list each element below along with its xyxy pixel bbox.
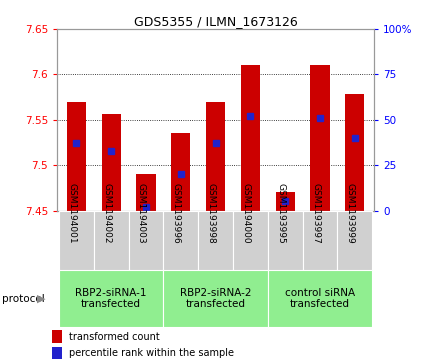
Text: GSM1193999: GSM1193999	[346, 183, 355, 244]
Bar	[67, 102, 86, 211]
Bar	[171, 133, 191, 211]
Text: ▶: ▶	[37, 294, 46, 303]
Bar	[345, 94, 364, 211]
Text: RBP2-siRNA-1
transfected: RBP2-siRNA-1 transfected	[75, 288, 147, 309]
Bar	[275, 192, 295, 211]
Bar	[136, 174, 156, 211]
Text: RBP2-siRNA-2
transfected: RBP2-siRNA-2 transfected	[180, 288, 251, 309]
Text: control siRNA
transfected: control siRNA transfected	[285, 288, 355, 309]
Bar	[268, 270, 372, 327]
Bar	[337, 211, 372, 270]
Text: GSM1193998: GSM1193998	[207, 183, 216, 244]
Text: GSM1193995: GSM1193995	[276, 183, 285, 244]
Bar	[241, 65, 260, 211]
Text: GSM1194000: GSM1194000	[242, 183, 250, 244]
Text: protocol: protocol	[2, 294, 45, 303]
Text: percentile rank within the sample: percentile rank within the sample	[69, 348, 234, 358]
Text: GSM1194002: GSM1194002	[102, 183, 111, 244]
Bar	[303, 211, 337, 270]
Bar	[268, 211, 303, 270]
Text: GSM1194003: GSM1194003	[137, 183, 146, 244]
Bar	[163, 211, 198, 270]
Title: GDS5355 / ILMN_1673126: GDS5355 / ILMN_1673126	[134, 15, 297, 28]
Text: GSM1193996: GSM1193996	[172, 183, 181, 244]
Bar	[163, 270, 268, 327]
Bar	[198, 211, 233, 270]
Bar	[59, 211, 94, 270]
Text: GSM1194001: GSM1194001	[67, 183, 77, 244]
Bar	[206, 102, 225, 211]
Bar	[311, 65, 330, 211]
Bar	[52, 347, 62, 359]
Text: transformed count: transformed count	[69, 332, 160, 342]
Bar	[102, 114, 121, 211]
Text: GSM1193997: GSM1193997	[311, 183, 320, 244]
Bar	[59, 270, 163, 327]
Bar	[52, 330, 62, 343]
Bar	[233, 211, 268, 270]
Bar	[128, 211, 163, 270]
Bar	[94, 211, 128, 270]
